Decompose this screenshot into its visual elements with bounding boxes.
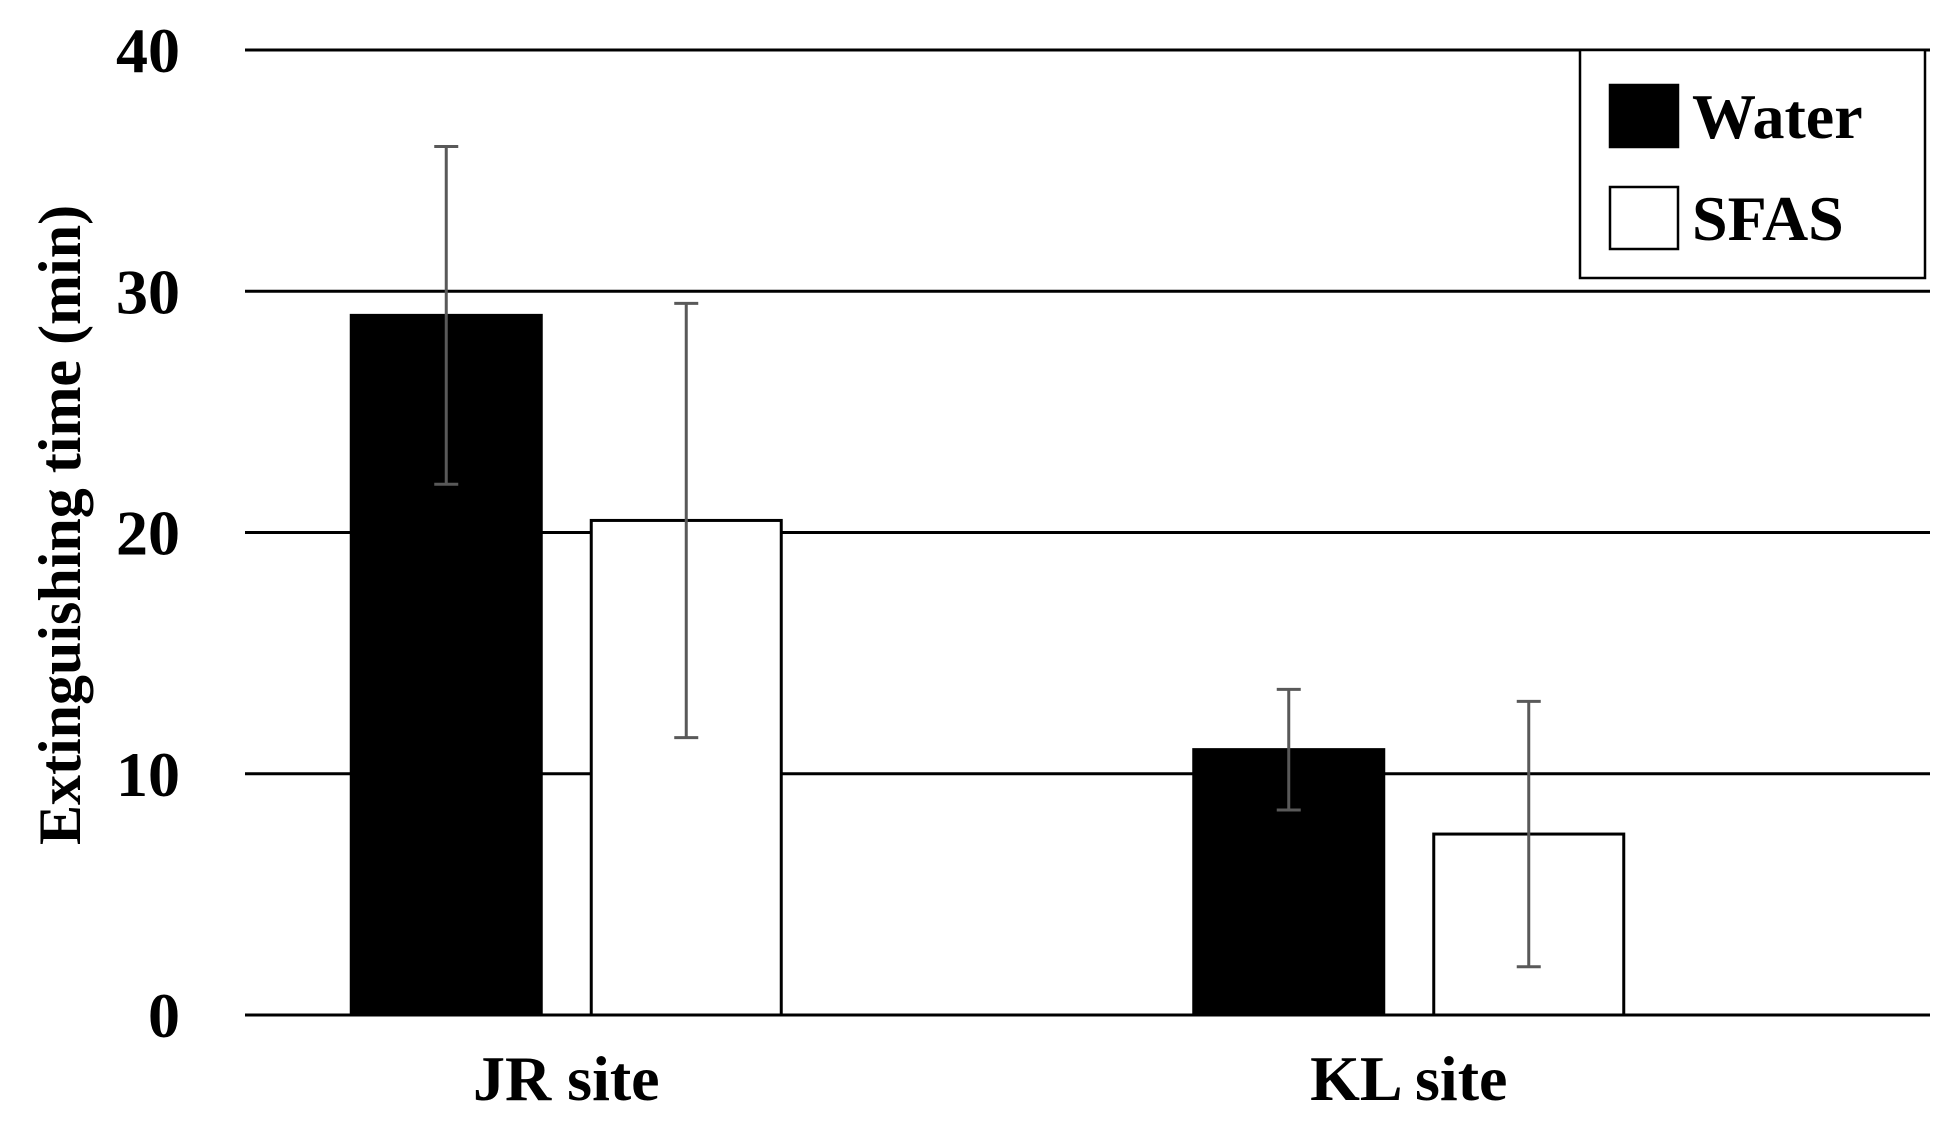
legend: Water SFAS [1578,48,1927,280]
y-tick-label: 10 [116,739,180,810]
bars [349,313,1626,1017]
error-bars [434,145,1541,969]
y-tick-label: 20 [116,498,180,569]
y-axis-title: Extinguishing time (min) [27,205,93,845]
x-category-label: JR site [473,1043,660,1114]
y-tick-labels: 0 10 20 30 40 [116,15,180,1051]
legend-label-water: Water [1692,81,1863,152]
y-tick-label: 40 [116,15,180,86]
bar-sfas-jr-site [589,518,783,1017]
legend-label-sfas: SFAS [1692,183,1844,254]
x-category-label: KL site [1310,1043,1507,1114]
legend-swatch-sfas [1608,185,1680,251]
legend-swatch-water [1608,83,1680,149]
y-tick-label: 30 [116,256,180,327]
x-category-labels: JR site KL site [473,1043,1507,1114]
y-tick-label: 0 [148,980,180,1051]
